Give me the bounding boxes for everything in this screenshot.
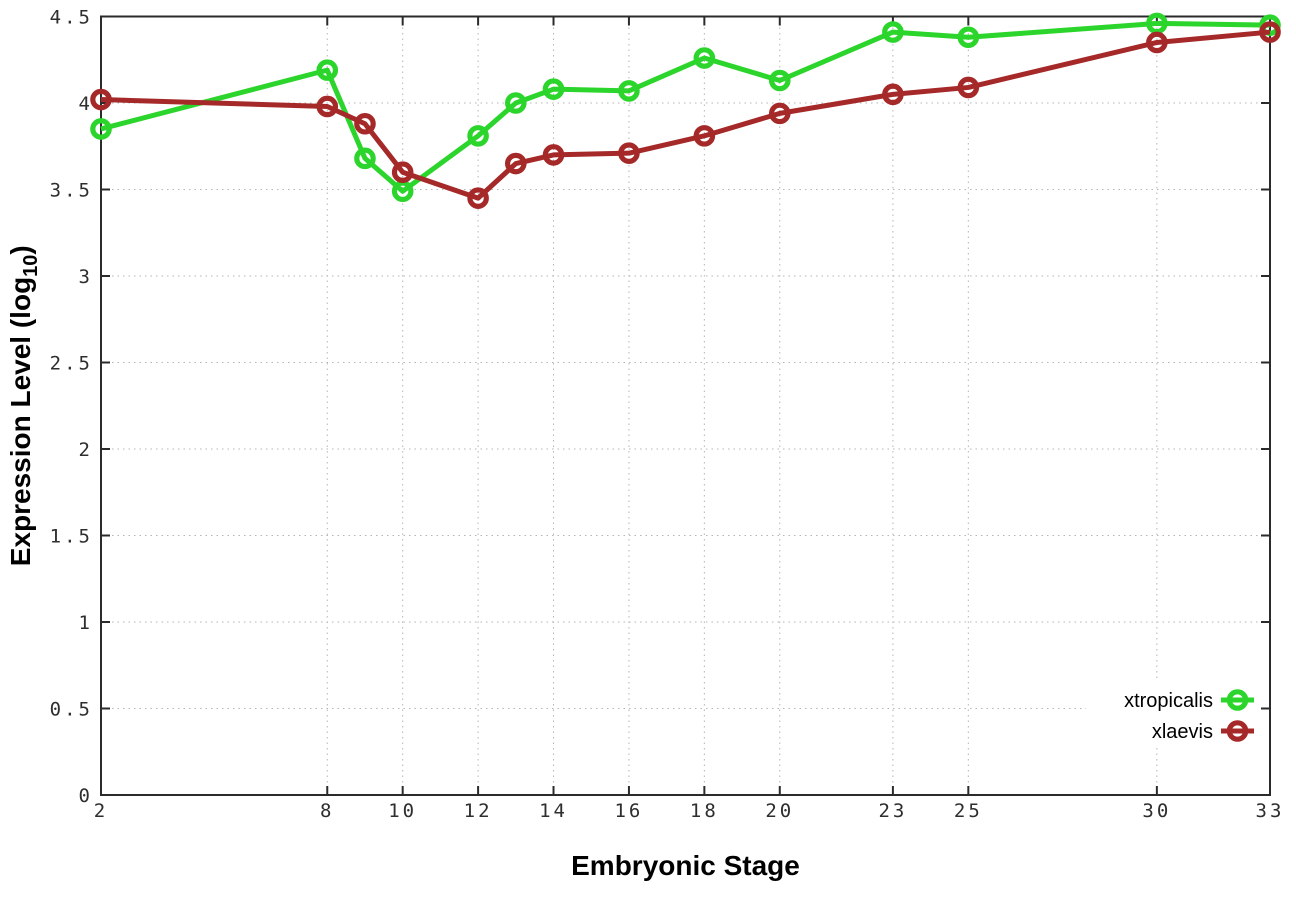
- y-tick-label: 2: [79, 439, 93, 461]
- legend-label-xtropicalis: xtropicalis: [1124, 690, 1213, 712]
- legend: xtropicalis xlaevis: [1086, 682, 1258, 748]
- x-tick-label: 8: [320, 800, 334, 822]
- data-point-xtropicalis: [391, 180, 414, 203]
- data-point-xlaevis: [768, 102, 791, 125]
- x-tick-label: 10: [388, 800, 417, 822]
- x-tick-label: 33: [1256, 800, 1285, 822]
- legend-label-xlaevis: xlaevis: [1152, 721, 1213, 743]
- x-tick-label: 25: [954, 800, 983, 822]
- y-tick-label: 3.5: [50, 180, 93, 202]
- x-axis-label: Embryonic Stage: [571, 850, 800, 881]
- data-point-xtropicalis: [693, 47, 716, 69]
- data-point-xlaevis: [1259, 21, 1281, 43]
- series-xlaevis: [90, 21, 1281, 209]
- series-xtropicalis: [90, 12, 1281, 203]
- data-point-xlaevis: [618, 142, 640, 164]
- x-tick-label: 18: [690, 800, 719, 822]
- y-tick-label: 1.5: [50, 526, 93, 548]
- data-point-xlaevis: [1146, 31, 1168, 54]
- data-point-xtropicalis: [354, 147, 376, 170]
- data-point-xlaevis: [957, 76, 980, 99]
- y-tick-label: 4: [79, 93, 93, 115]
- data-point-xtropicalis: [316, 59, 339, 81]
- x-tick-label: 16: [614, 800, 643, 822]
- y-tick-label: 4.5: [50, 7, 93, 29]
- data-point-xlaevis: [542, 144, 565, 166]
- data-point-xlaevis: [90, 88, 112, 111]
- legend-entry-xtropicalis: xtropicalis: [1124, 689, 1254, 712]
- y-tick-label: 0.5: [50, 699, 93, 721]
- x-tick-label: 30: [1142, 800, 1171, 822]
- data-point-xlaevis: [505, 152, 527, 175]
- y-tick-label: 0: [79, 785, 93, 807]
- x-tick-label: 23: [878, 800, 907, 822]
- data-point-xtropicalis: [618, 80, 640, 102]
- plot-border: [100, 15, 1271, 796]
- data-point-xtropicalis: [542, 78, 565, 100]
- data-point-xlaevis: [693, 125, 716, 147]
- y-tick-label: 1: [79, 612, 93, 634]
- gridlines: [101, 16, 1270, 795]
- y-tick-label: 3: [79, 266, 93, 288]
- data-point-xtropicalis: [882, 21, 904, 43]
- data-point-xtropicalis: [90, 118, 112, 140]
- x-tick-label: 14: [539, 800, 568, 822]
- data-point-xtropicalis: [505, 92, 527, 114]
- x-tick-label: 2: [94, 800, 108, 822]
- data-point-xlaevis: [316, 95, 339, 118]
- legend-marker-xlaevis: [1226, 720, 1249, 742]
- data-point-xlaevis: [882, 83, 904, 106]
- data-point-xtropicalis: [1146, 12, 1168, 35]
- data-point-xtropicalis: [768, 69, 791, 92]
- data-point-xtropicalis: [957, 26, 980, 49]
- y-axis-label: Expression Level (log10): [5, 245, 42, 566]
- data-point-xtropicalis: [467, 125, 489, 147]
- data-point-xlaevis: [391, 161, 414, 183]
- data-point-xlaevis: [354, 112, 376, 135]
- legend-marker-xtropicalis: [1226, 689, 1249, 711]
- x-tick-label: 12: [464, 800, 493, 822]
- x-tick-label: 20: [765, 800, 794, 822]
- y-tick-label: 2.5: [50, 353, 93, 375]
- legend-entry-xlaevis: xlaevis: [1152, 720, 1254, 743]
- data-point-xlaevis: [467, 187, 489, 209]
